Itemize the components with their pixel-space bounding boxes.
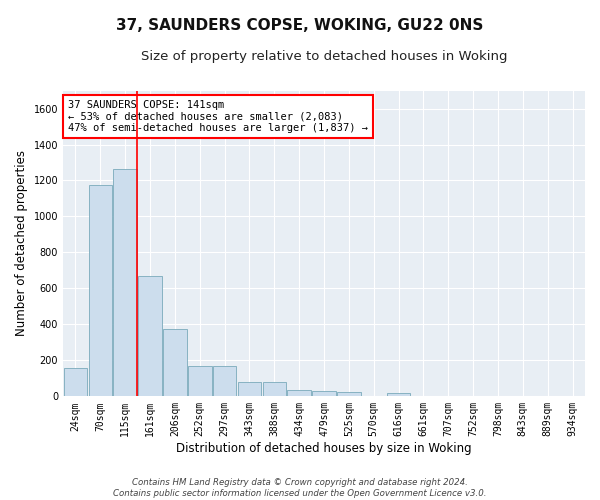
Bar (188, 366, 212, 396)
Bar (113, 169, 137, 396)
Y-axis label: Number of detached properties: Number of detached properties (15, 150, 28, 336)
X-axis label: Distribution of detached houses by size in Woking: Distribution of detached houses by size … (176, 442, 472, 455)
Text: 37 SAUNDERS COPSE: 141sqm
← 53% of detached houses are smaller (2,083)
47% of se: 37 SAUNDERS COPSE: 141sqm ← 53% of detac… (68, 100, 368, 133)
Bar (312, 392, 336, 396)
Text: Contains HM Land Registry data © Crown copyright and database right 2024.
Contai: Contains HM Land Registry data © Crown c… (113, 478, 487, 498)
Bar (163, 329, 187, 396)
Bar (287, 390, 311, 396)
Bar (238, 382, 261, 396)
Text: 37, SAUNDERS COPSE, WOKING, GU22 0NS: 37, SAUNDERS COPSE, WOKING, GU22 0NS (116, 18, 484, 32)
Bar (337, 392, 361, 396)
Bar (138, 276, 162, 396)
Bar (64, 368, 87, 396)
Bar (213, 366, 236, 396)
Bar (263, 382, 286, 396)
Bar (387, 393, 410, 396)
Title: Size of property relative to detached houses in Woking: Size of property relative to detached ho… (141, 50, 507, 63)
Bar (89, 185, 112, 396)
